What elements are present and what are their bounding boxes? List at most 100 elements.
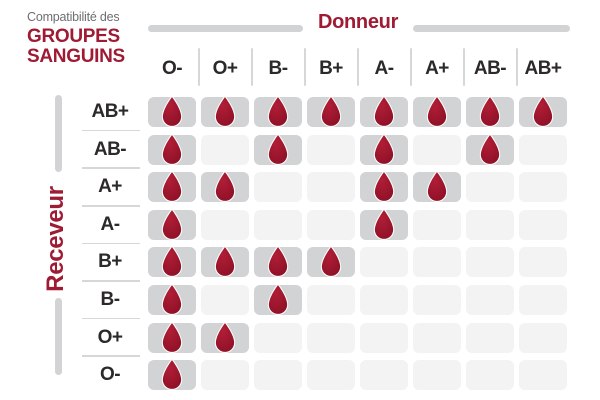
compatibility-cell-A+-from-B- (254, 172, 302, 203)
compatibility-cell-B--from-AB- (466, 285, 514, 315)
compatibility-cell-AB--from-B- (254, 132, 302, 165)
blood-drop-icon (214, 95, 236, 127)
title-kicker: Compatibilité des (27, 10, 120, 24)
receiver-row-header-O-: O- (99, 364, 121, 386)
compatibility-cell-AB--from-AB+ (519, 134, 567, 165)
title-line-1: GROUPES (27, 26, 120, 47)
blood-drop-icon (267, 132, 289, 165)
compatibility-cell-O+-from-A- (360, 322, 408, 353)
blood-drop-icon (214, 320, 236, 353)
receiver-row-header-A-: A- (100, 213, 120, 235)
compatibility-cell-A+-from-AB+ (519, 172, 567, 203)
compatibility-cell-AB--from-B+ (307, 134, 355, 165)
blood-drop-icon (267, 283, 289, 315)
blood-drop-icon (320, 245, 342, 278)
compatibility-cell-O+-from-B- (254, 322, 302, 353)
receiver-row-header-AB+: AB+ (91, 101, 129, 122)
blood-drop-icon (320, 95, 342, 127)
blood-drop-icon (373, 132, 395, 165)
receiver-row-header-A+: A+ (98, 176, 122, 198)
compatibility-cell-AB+-from-AB- (466, 95, 514, 127)
receiver-decorative-bar-top (55, 95, 62, 172)
blood-drop-icon (426, 95, 448, 127)
compatibility-cell-O+-from-AB- (466, 322, 514, 353)
blood-drop-icon (373, 208, 395, 240)
compatibility-cell-B--from-O- (148, 283, 196, 315)
blood-drop-icon (161, 170, 183, 203)
column-separator (250, 48, 253, 86)
compatibility-cell-O--from-AB- (466, 360, 514, 391)
receiver-row-header-O+: O+ (97, 326, 123, 348)
donor-col-header-B+: B+ (319, 58, 343, 79)
blood-drop-icon (373, 95, 395, 127)
compatibility-cell-B--from-B- (254, 283, 302, 315)
blood-drop-icon (532, 95, 554, 127)
compatibility-cell-O--from-AB+ (519, 360, 567, 391)
donor-decorative-bar-right (413, 25, 570, 32)
row-separator (82, 355, 140, 357)
compatibility-cell-B--from-B+ (307, 285, 355, 315)
compatibility-cell-AB+-from-O- (148, 95, 196, 127)
receiver-row-header-B+: B+ (98, 251, 122, 273)
donor-col-header-A+: A+ (425, 58, 449, 79)
compatibility-cell-AB--from-AB- (466, 132, 514, 165)
blood-drop-icon (161, 95, 183, 127)
row-separator (82, 242, 140, 245)
row-separator (82, 129, 140, 132)
compatibility-cell-A+-from-AB- (466, 172, 514, 203)
compatibility-cell-O+-from-B+ (307, 322, 355, 353)
compatibility-cell-A--from-O+ (201, 209, 249, 240)
compatibility-cell-AB--from-O- (148, 132, 196, 165)
donor-axis-label: Donneur (317, 11, 399, 33)
donor-col-header-A-: A- (374, 58, 394, 79)
blood-drop-icon (373, 170, 395, 203)
receiver-row-header-AB-: AB- (93, 138, 127, 160)
column-separator (515, 48, 518, 86)
row-separator (82, 280, 140, 282)
donor-decorative-bar-left (148, 25, 303, 32)
compatibility-cell-B+-from-O+ (201, 245, 249, 278)
compatibility-cell-A+-from-A- (360, 170, 408, 203)
donor-col-header-AB-: AB- (473, 58, 507, 79)
donor-col-header-B-: B- (268, 58, 288, 79)
receiver-axis-label: Receveur (42, 186, 69, 292)
compatibility-cell-A--from-O- (148, 208, 196, 240)
blood-drop-icon (214, 170, 236, 203)
compatibility-cell-B+-from-O- (148, 245, 196, 278)
compatibility-cell-A+-from-B+ (307, 172, 355, 203)
blood-drop-icon (267, 245, 289, 278)
row-separator (82, 317, 140, 320)
compatibility-cell-B--from-O+ (201, 285, 249, 315)
blood-drop-icon (161, 320, 183, 353)
receiver-row-header-B-: B- (100, 289, 120, 310)
compatibility-cell-O+-from-O+ (201, 320, 249, 353)
compatibility-cell-B--from-A- (360, 285, 408, 315)
row-separator (82, 167, 140, 169)
compatibility-cell-AB--from-A- (360, 132, 408, 165)
compatibility-cell-AB+-from-A+ (413, 95, 461, 127)
donor-col-header-O+: O+ (212, 58, 238, 79)
compatibility-cell-B+-from-B- (254, 245, 302, 278)
compatibility-cell-B+-from-B+ (307, 245, 355, 278)
blood-drop-icon (479, 132, 501, 165)
blood-drop-icon (479, 95, 501, 127)
compatibility-cell-AB+-from-O+ (201, 95, 249, 127)
compatibility-cell-O+-from-A+ (413, 322, 461, 353)
compatibility-cell-A+-from-O- (148, 170, 196, 203)
donor-col-header-AB+: AB+ (524, 58, 562, 79)
column-separator (409, 48, 412, 86)
compatibility-cell-AB+-from-B- (254, 95, 302, 127)
column-separator (356, 48, 359, 86)
compatibility-cell-AB--from-O+ (201, 134, 249, 165)
compatibility-cell-AB--from-A+ (413, 134, 461, 165)
blood-drop-icon (161, 283, 183, 315)
compatibility-cell-O--from-A- (360, 360, 408, 391)
compatibility-cell-O+-from-O- (148, 320, 196, 353)
blood-drop-icon (214, 245, 236, 278)
blood-drop-icon (426, 170, 448, 203)
compatibility-cell-O--from-O+ (201, 360, 249, 391)
blood-drop-icon (161, 208, 183, 240)
compatibility-cell-A--from-B+ (307, 209, 355, 240)
compatibility-cell-A--from-AB- (466, 209, 514, 240)
column-separator (197, 48, 200, 86)
